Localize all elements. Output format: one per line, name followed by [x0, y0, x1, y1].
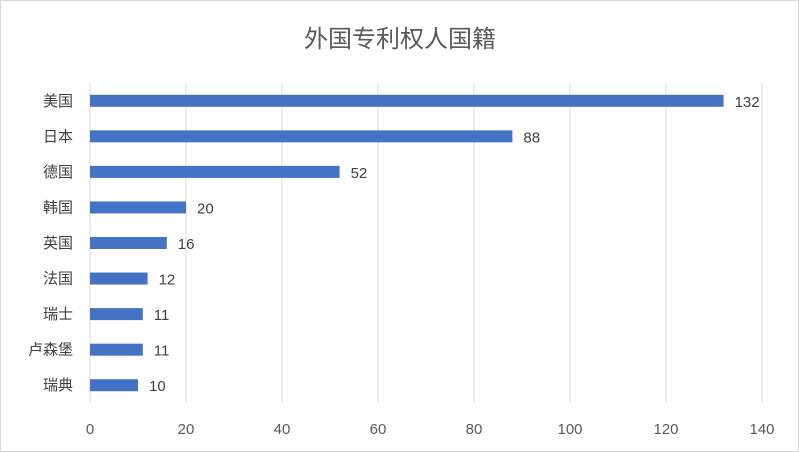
x-tick-labels: 0 20 40 60 80 100 120 140: [86, 421, 775, 438]
bar-2: [90, 130, 513, 143]
bar-8: [90, 343, 143, 356]
data-label-5: 16: [178, 236, 195, 253]
x-tick-label-100: 100: [557, 421, 582, 438]
category-label-6: 法国: [43, 270, 73, 288]
bar-6: [90, 272, 148, 285]
data-label-1: 132: [735, 94, 760, 111]
x-tick-label-0: 0: [86, 421, 94, 438]
bars: [90, 94, 724, 392]
x-tick-label-60: 60: [370, 421, 387, 438]
category-label-2: 日本: [43, 127, 73, 145]
category-label-9: 瑞典: [43, 376, 73, 394]
bar-7: [90, 308, 143, 321]
data-label-2: 88: [523, 129, 540, 146]
x-tick-label-20: 20: [178, 421, 195, 438]
x-tick-label-120: 120: [653, 421, 678, 438]
category-label-7: 瑞士: [43, 305, 73, 323]
bar-9: [90, 379, 138, 392]
data-label-8: 11: [154, 343, 170, 360]
data-label-3: 52: [351, 165, 368, 182]
bar-1: [90, 94, 724, 107]
chart-title: 外国专利权人国籍: [304, 25, 496, 53]
data-label-7: 11: [154, 307, 170, 324]
bar-4: [90, 201, 186, 214]
category-label-5: 英国: [43, 234, 73, 252]
category-label-8: 卢森堡: [28, 341, 73, 359]
bar-5: [90, 237, 167, 249]
data-label-4: 20: [197, 200, 214, 217]
x-tick-label-40: 40: [274, 421, 291, 438]
category-label-1: 美国: [43, 92, 73, 110]
bar-3: [90, 165, 340, 178]
x-tick-label-140: 140: [749, 421, 774, 438]
category-label-3: 德国: [43, 163, 73, 181]
data-label-9: 10: [149, 378, 166, 395]
x-tick-label-80: 80: [466, 421, 483, 438]
data-label-6: 12: [159, 272, 176, 289]
data-labels: 132 88 52 20 16 12 11 11 10: [149, 94, 760, 395]
category-label-4: 韩国: [43, 198, 73, 216]
